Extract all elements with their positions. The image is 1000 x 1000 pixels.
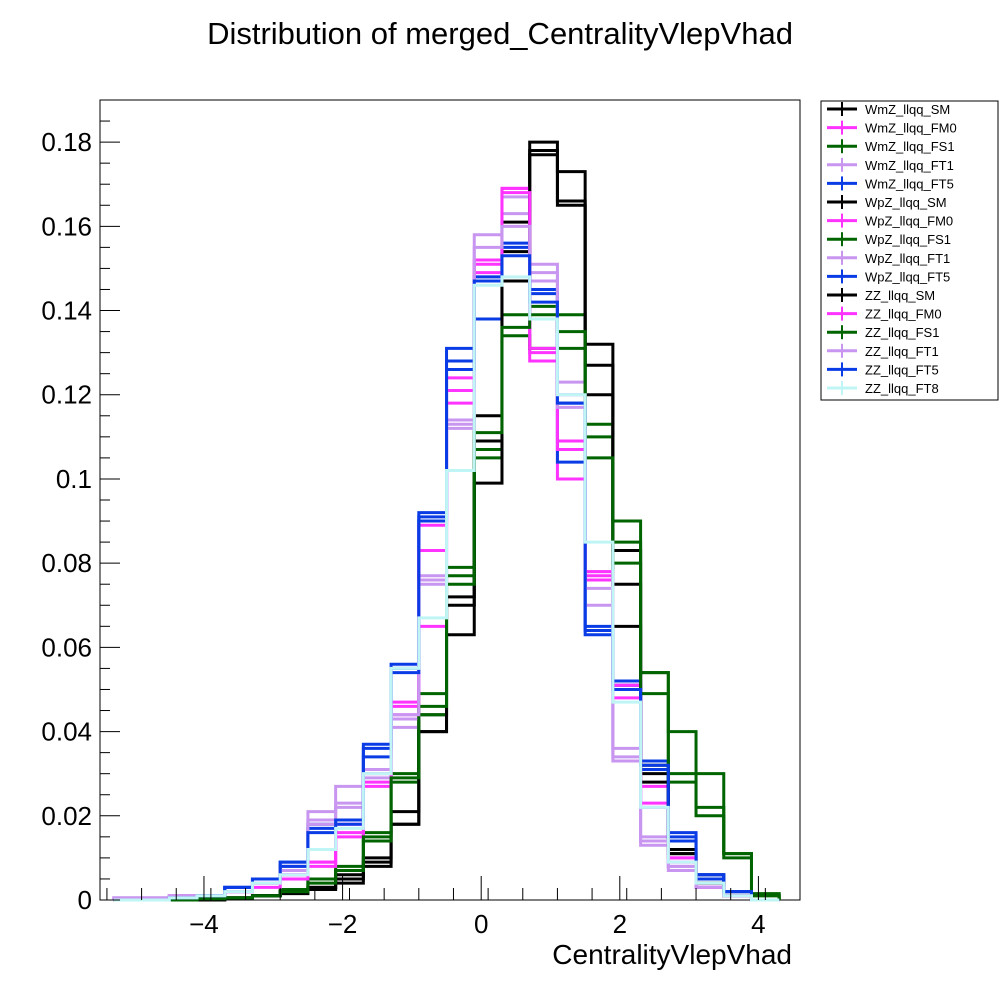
y-tick-label: 0.1 xyxy=(56,464,92,494)
chart-title: Distribution of merged_CentralityVlepVha… xyxy=(207,16,793,51)
legend-label: WmZ_llqq_FT1 xyxy=(865,158,954,173)
x-tick-label: 4 xyxy=(751,909,765,939)
x-tick-label: −4 xyxy=(189,909,219,939)
legend-label: ZZ_llqq_SM xyxy=(865,288,935,303)
legend-label: ZZ_llqq_FT8 xyxy=(865,381,939,396)
x-tick-label: −2 xyxy=(328,909,358,939)
legend-label: WpZ_llqq_FM0 xyxy=(865,214,953,229)
y-tick-label: 0 xyxy=(78,885,92,915)
legend-label: ZZ_llqq_FT5 xyxy=(865,362,939,377)
x-tick-label: 0 xyxy=(474,909,488,939)
legend: WmZ_llqq_SM WmZ_llqq_FM0 WmZ_llqq_FS1 WmZ_l… xyxy=(820,100,999,401)
series-line-ZZ_llqq_FT8 xyxy=(113,275,780,902)
y-tick-label: 0.14 xyxy=(41,296,92,326)
x-axis-title: CentralityVlepVhad xyxy=(552,939,792,970)
x-tick-label: 2 xyxy=(613,909,627,939)
legend-label: ZZ_llqq_FT1 xyxy=(865,344,939,359)
y-tick-label: 0.16 xyxy=(41,211,92,241)
y-tick-label: 0.12 xyxy=(41,380,92,410)
y-tick-label: 0.04 xyxy=(41,717,92,747)
legend-label: WmZ_llqq_FT5 xyxy=(865,176,954,191)
series-line-ZZ_llqq_FT5 xyxy=(113,254,780,902)
legend-label: WmZ_llqq_SM xyxy=(865,102,950,117)
y-tick-label: 0.02 xyxy=(41,801,92,831)
legend-label: ZZ_llqq_FM0 xyxy=(865,307,942,322)
legend-label: WpZ_llqq_SM xyxy=(865,195,947,210)
series-line-ZZ_llqq_FS1 xyxy=(113,313,781,902)
legend-label: WpZ_llqq_FS1 xyxy=(865,232,951,247)
y-tick-label: 0.18 xyxy=(41,127,92,157)
legend-label: WpZ_llqq_FT1 xyxy=(865,251,950,266)
legend-label: WpZ_llqq_FT5 xyxy=(865,269,950,284)
y-tick-label: 0.08 xyxy=(41,548,92,578)
histogram-series-group xyxy=(112,140,781,902)
legend-label: ZZ_llqq_FS1 xyxy=(865,325,939,340)
y-tick-label: 0.06 xyxy=(41,632,92,662)
axes-group: −4 −2 0 2 4 0 0.02 0.04 0.06 0.08 0.1 0.12 0.14 0.16 0… xyxy=(41,120,801,939)
legend-label: WmZ_llqq_FM0 xyxy=(865,121,957,136)
legend-label: WmZ_llqq_FS1 xyxy=(865,139,955,154)
